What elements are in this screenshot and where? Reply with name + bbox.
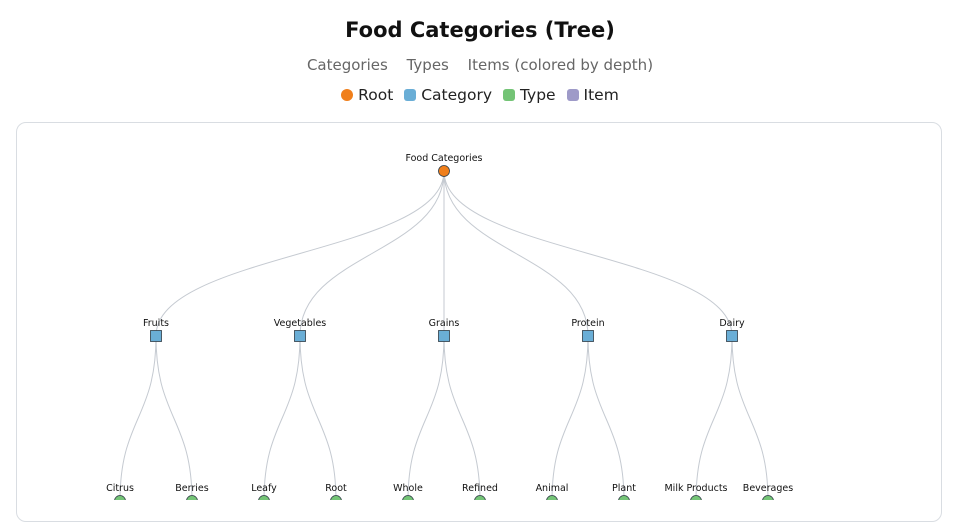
tree-node-protein[interactable] [582, 330, 594, 342]
tree-node-whole[interactable] [402, 495, 414, 501]
tree-node-berries[interactable] [186, 495, 198, 501]
subtitle-types: Types [406, 56, 449, 74]
tree-node-beverages[interactable] [762, 495, 774, 501]
tree-node-label-leafy: Leafy [251, 483, 277, 494]
tree-node-vegetables[interactable] [294, 330, 306, 342]
subtitle: Categories Types Items (colored by depth… [0, 56, 960, 74]
tree-node-grains[interactable] [438, 330, 450, 342]
tree-node-label-milk-products: Milk Products [664, 483, 727, 494]
tree-node-label-food-categories: Food Categories [405, 153, 482, 164]
tree-node-label-citrus: Citrus [106, 483, 134, 494]
tree-node-label-dairy: Dairy [719, 318, 745, 329]
legend-label-category: Category [421, 86, 493, 104]
tree-link-food-categories-vegetables [299, 170, 445, 337]
tree-link-dairy-milk-products [695, 335, 733, 500]
legend-swatch-category [404, 89, 417, 101]
tree-node-fruits[interactable] [150, 330, 162, 342]
tree-link-food-categories-protein [443, 170, 589, 337]
tree-link-vegetables-root [299, 335, 337, 500]
tree-link-dairy-beverages [731, 335, 769, 500]
legend-item-type: Type [502, 86, 556, 104]
tree-node-label-berries: Berries [175, 483, 208, 494]
tree-diagram: Food Categories Fruits Citrus Berries Vegeta… [106, 153, 793, 501]
subtitle-items: Items (colored by depth) [467, 56, 654, 74]
tree-node-leafy[interactable] [258, 495, 270, 501]
tree-link-grains-whole [407, 335, 445, 500]
legend-label-root: Root [358, 86, 394, 104]
tree-link-protein-plant [587, 335, 625, 500]
tree-node-food-categories[interactable] [438, 165, 450, 177]
tree-node-label-beverages: Beverages [743, 483, 793, 494]
legend-label-type: Type [519, 86, 556, 104]
tree-node-label-whole: Whole [393, 483, 423, 494]
legend-item-root: Root [341, 86, 393, 104]
tree-node-label-plant: Plant [612, 483, 636, 494]
legend: Root Category Type Item [0, 86, 960, 105]
tree-node-label-animal: Animal [536, 483, 569, 494]
tree-node-label-grains: Grains [429, 318, 460, 329]
subtitle-categories: Categories [306, 56, 388, 74]
tree-node-dairy[interactable] [726, 330, 738, 342]
legend-label-item: Item [583, 86, 619, 104]
legend-item-category: Category [404, 86, 492, 104]
tree-node-citrus[interactable] [114, 495, 126, 501]
tree-link-fruits-berries [155, 335, 193, 500]
tree-node-label-refined: Refined [462, 483, 498, 494]
tree-node-animal[interactable] [546, 495, 558, 501]
legend-swatch-item [566, 89, 579, 101]
tree-link-fruits-citrus [119, 335, 157, 500]
tree-link-protein-animal [551, 335, 589, 500]
tree-link-food-categories-dairy [443, 170, 733, 337]
tree-node-label-root: Root [325, 483, 347, 494]
tree-link-vegetables-leafy [263, 335, 301, 500]
tree-node-root[interactable] [330, 495, 342, 501]
tree-node-label-vegetables: Vegetables [274, 318, 327, 329]
tree-node-plant[interactable] [618, 495, 630, 501]
tree-node-refined[interactable] [474, 495, 486, 501]
tree-node-milk-products[interactable] [690, 495, 702, 501]
legend-swatch-type [502, 89, 515, 101]
legend-swatch-root [341, 89, 354, 101]
tree-link-grains-refined [443, 335, 481, 500]
tree-link-food-categories-fruits [155, 170, 445, 337]
chart-title: Food Categories (Tree) [345, 18, 615, 42]
tree-node-label-fruits: Fruits [143, 318, 169, 329]
tree-panel [16, 122, 942, 522]
legend-item-item: Item [566, 86, 619, 104]
tree-node-label-protein: Protein [571, 318, 604, 329]
